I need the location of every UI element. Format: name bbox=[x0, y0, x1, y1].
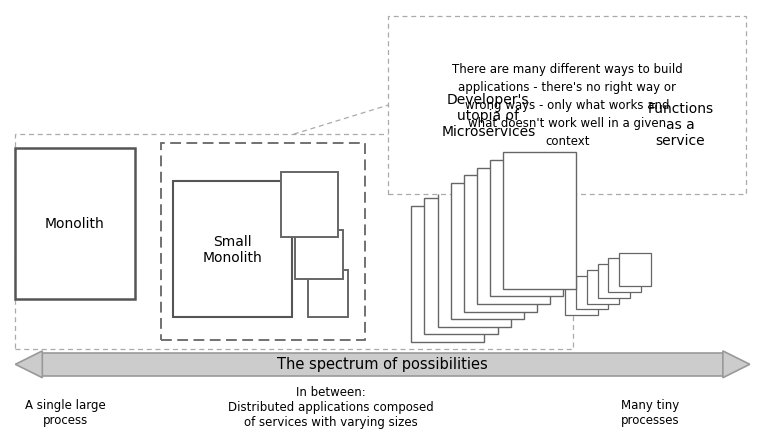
Bar bbox=[424, 198, 498, 334]
Bar bbox=[308, 270, 348, 317]
Bar bbox=[15, 148, 135, 299]
Bar bbox=[161, 143, 365, 340]
Text: In between:
Distributed applications composed
of services with varying sizes: In between: Distributed applications com… bbox=[228, 386, 434, 429]
Bar bbox=[438, 190, 511, 327]
Text: A single large
process: A single large process bbox=[25, 399, 106, 427]
Bar bbox=[388, 16, 746, 194]
Bar bbox=[598, 264, 630, 298]
Bar bbox=[281, 172, 338, 237]
Bar bbox=[619, 253, 651, 286]
Text: Monolith: Monolith bbox=[45, 216, 105, 231]
Text: The spectrum of possibilities: The spectrum of possibilities bbox=[277, 357, 488, 372]
Bar bbox=[15, 134, 573, 349]
Bar bbox=[503, 152, 576, 289]
Bar bbox=[451, 183, 524, 319]
Text: Small
Monolith: Small Monolith bbox=[202, 235, 262, 266]
Bar bbox=[587, 270, 619, 304]
Bar bbox=[477, 168, 550, 304]
Polygon shape bbox=[15, 351, 42, 378]
Text: Many tiny
processes: Many tiny processes bbox=[621, 399, 679, 427]
Bar bbox=[565, 282, 598, 315]
Bar bbox=[576, 276, 608, 309]
Text: Developer's
utopia of
Microservices: Developer's utopia of Microservices bbox=[441, 93, 535, 139]
Bar bbox=[608, 258, 641, 292]
Bar bbox=[173, 181, 292, 317]
Bar bbox=[42, 353, 723, 376]
Polygon shape bbox=[723, 351, 750, 378]
Bar bbox=[295, 230, 343, 279]
Bar bbox=[490, 160, 563, 296]
Bar bbox=[411, 206, 484, 342]
Text: There are many different ways to build
applications - there's no right way or
wr: There are many different ways to build a… bbox=[451, 63, 683, 148]
Text: Functions
as a
service: Functions as a service bbox=[647, 102, 714, 148]
Bar bbox=[464, 175, 537, 312]
